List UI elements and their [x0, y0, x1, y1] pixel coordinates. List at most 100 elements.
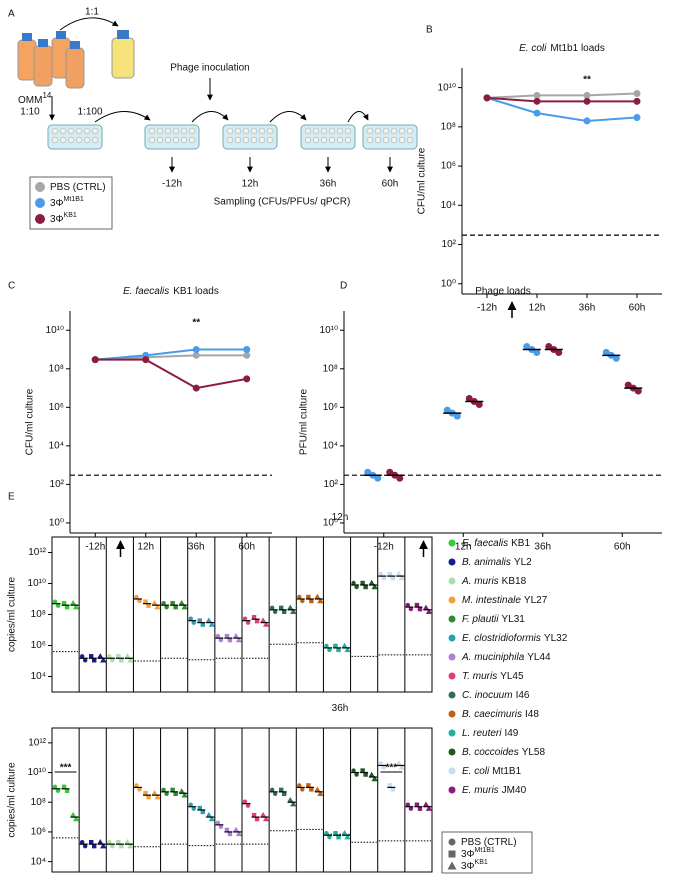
- y-tick-label: 10⁶: [31, 827, 46, 838]
- well: [180, 136, 188, 144]
- data-point: [170, 787, 175, 793]
- legend-label: A. muciniphila YL44: [461, 652, 551, 663]
- legend-species: B. animalis: [462, 557, 511, 568]
- data-point: [243, 375, 251, 383]
- title-text: Mt1b1 loads: [550, 43, 604, 54]
- legend-strain: YL58: [522, 747, 546, 758]
- chart-title: E. coli Mt1b1 loads: [519, 43, 605, 54]
- marker-legend-frame: [441, 831, 533, 874]
- well: [382, 136, 390, 144]
- data-point: [91, 356, 99, 364]
- data-point: [405, 802, 411, 807]
- data-point: [425, 805, 433, 811]
- legend-label: B. caecimuris I48: [462, 709, 539, 720]
- well: [83, 136, 91, 144]
- sampling-label: Sampling (CFUs/PFUs/ qPCR): [214, 197, 351, 208]
- data-point: [448, 850, 456, 858]
- data-point: [243, 351, 251, 359]
- well: [312, 127, 320, 135]
- data-point: [341, 830, 348, 836]
- data-point: [232, 632, 240, 639]
- data-point: [170, 600, 175, 606]
- legend-label: T. muris YL45: [462, 671, 524, 682]
- well: [312, 136, 320, 144]
- data-point: [107, 654, 112, 659]
- legend-species: T. muris: [462, 671, 497, 682]
- well: [304, 136, 312, 144]
- data-point: [143, 599, 148, 604]
- data-point: [173, 791, 178, 797]
- data-point: [324, 831, 329, 836]
- data-point: [52, 784, 58, 790]
- data-point: [64, 788, 70, 794]
- x-tick-label: 36h: [534, 542, 551, 553]
- data-point: [137, 598, 142, 604]
- marker-legend-label-main: 3Φ: [461, 849, 475, 860]
- data-point: [344, 834, 351, 840]
- data-point: [417, 806, 423, 811]
- well: [382, 127, 390, 135]
- well: [266, 127, 274, 135]
- well: [242, 136, 250, 144]
- data-point: [100, 657, 107, 663]
- data-point: [235, 636, 243, 643]
- data-point: [341, 642, 348, 649]
- data-point: [333, 831, 338, 836]
- data-point: [390, 787, 395, 792]
- data-point: [227, 831, 233, 837]
- series-line: [486, 96, 637, 103]
- well: [164, 136, 172, 144]
- data-point: [483, 94, 491, 102]
- data-point: [215, 633, 221, 639]
- well: [164, 127, 172, 135]
- data-point: [314, 593, 321, 600]
- y-tick-label: 10⁸: [31, 797, 46, 808]
- data-point: [309, 598, 314, 604]
- well: [180, 127, 188, 135]
- data-point: [137, 787, 142, 792]
- data-point: [227, 637, 233, 643]
- ratio-label: 1:100: [77, 107, 102, 118]
- data-point: [164, 791, 169, 797]
- y-tick-label: 10⁶: [441, 161, 456, 172]
- data-point: [143, 790, 148, 796]
- transfer-arrow: [347, 111, 369, 123]
- well: [390, 136, 398, 144]
- data-point: [197, 805, 202, 811]
- well: [320, 136, 328, 144]
- data-point: [287, 797, 294, 803]
- y-tick-label: 10¹⁰: [28, 578, 46, 589]
- data-point: [408, 606, 414, 612]
- data-point: [110, 658, 115, 663]
- data-point: [297, 594, 302, 600]
- data-point: [287, 604, 294, 611]
- data-point: [360, 580, 365, 586]
- legend-label: 3ΦKB1: [50, 212, 77, 224]
- title-species: E. coli: [519, 43, 547, 54]
- panel-letter: B: [426, 25, 433, 36]
- well: [172, 127, 180, 135]
- y-tick-label: 10⁶: [323, 402, 338, 413]
- data-point: [378, 761, 383, 766]
- x-tick-label: -12h: [85, 542, 105, 553]
- data-point: [282, 609, 287, 615]
- data-point: [290, 801, 297, 807]
- data-point: [251, 614, 257, 620]
- data-point: [79, 839, 85, 845]
- well: [398, 136, 406, 144]
- data-point: [381, 765, 386, 770]
- legend-label-main: 3Φ: [50, 198, 64, 209]
- y-tick-label: 10⁴: [31, 856, 46, 867]
- well: [336, 127, 344, 135]
- data-point: [269, 605, 275, 611]
- legend-label-sup: KB1: [64, 212, 77, 219]
- omm-sup: 14: [42, 91, 51, 100]
- data-point: [290, 608, 297, 615]
- data-point: [254, 618, 260, 624]
- data-point: [61, 784, 67, 790]
- data-point: [161, 787, 166, 793]
- well: [234, 136, 242, 144]
- bottles: [17, 17, 213, 230]
- data-point: [374, 474, 382, 482]
- chart-title: Phage loads: [475, 286, 531, 297]
